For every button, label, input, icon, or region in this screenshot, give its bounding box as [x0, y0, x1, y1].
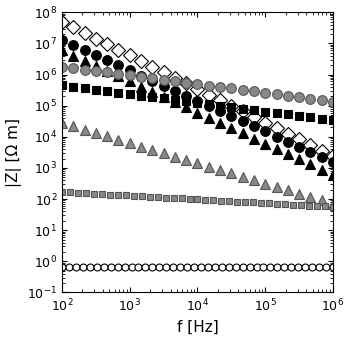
X-axis label: f [Hz]: f [Hz] [177, 320, 218, 335]
Y-axis label: |Z| [Ω m]: |Z| [Ω m] [6, 118, 22, 187]
